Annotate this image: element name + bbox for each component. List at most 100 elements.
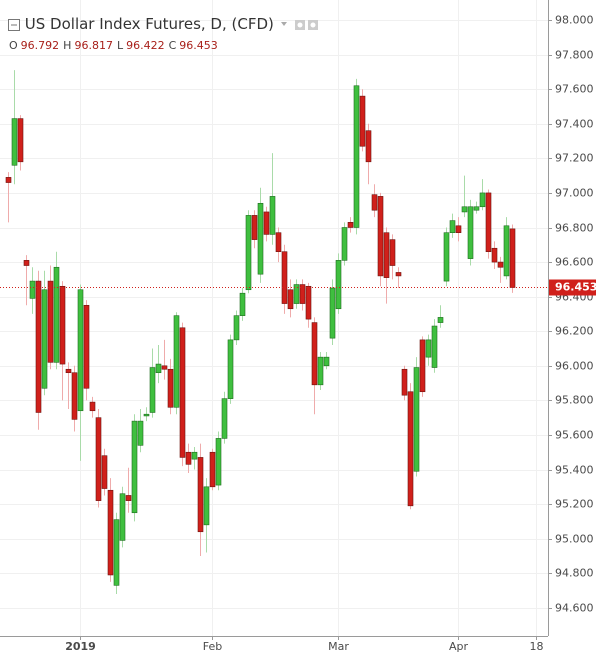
candle-body [197, 457, 204, 533]
candle-body [251, 215, 258, 240]
y-tick-label: 94.800 [555, 567, 594, 580]
candle-body [497, 261, 504, 268]
candle-body [29, 280, 36, 299]
candle-body [113, 519, 120, 586]
candle-body [209, 451, 216, 488]
candle-body [281, 251, 288, 304]
chart-title: US Dollar Index Futures, D, (CFD) [24, 15, 274, 33]
candle-body [413, 367, 420, 472]
candle-body [473, 206, 480, 211]
candle-body [41, 289, 48, 389]
y-tick-label: 97.800 [555, 49, 594, 62]
y-tick-label: 98.000 [555, 14, 594, 27]
candle-body [143, 413, 150, 417]
candle-body [161, 365, 168, 370]
candle-body [47, 280, 54, 363]
y-tick-label: 97.000 [555, 187, 594, 200]
ohlc-value: 96.817 [74, 39, 113, 52]
last-price-label: 96.453 [555, 281, 596, 294]
candle-body [59, 285, 66, 365]
candles [0, 70, 548, 594]
candle-body [491, 247, 498, 263]
candle-body [149, 367, 156, 413]
y-tick-label: 95.600 [555, 429, 594, 442]
candle-body [401, 368, 408, 396]
ohlc-value: 96.792 [20, 39, 60, 52]
candle-body [341, 227, 348, 261]
x-tick-label: Mar [328, 640, 349, 653]
ohlc-label: L [116, 39, 124, 52]
candle-body [17, 118, 24, 163]
candle-body [71, 372, 78, 420]
candle-body [101, 455, 108, 489]
candle-body [443, 232, 450, 282]
y-tick-label: 96.800 [555, 222, 594, 235]
candle-body [371, 194, 378, 211]
candle-body [389, 239, 396, 266]
candle-body [479, 192, 486, 208]
candle-body [233, 315, 240, 341]
candle-body [227, 339, 234, 399]
candle-body [119, 493, 126, 541]
candle-body [269, 196, 276, 235]
candle-body [461, 206, 468, 213]
ohlc-legend: O 96.792 H 96.817 L 96.422 C 96.453 [9, 39, 222, 52]
candle-body [77, 289, 84, 412]
toolbar-icons[interactable] [279, 19, 323, 31]
candle-body [221, 398, 228, 439]
candle-body [23, 260, 30, 266]
candle-body [359, 95, 366, 147]
candle-body [467, 206, 474, 259]
candle-body [257, 202, 264, 275]
candle-body [173, 315, 180, 408]
candle-body [455, 225, 462, 233]
candle-body [407, 391, 414, 507]
candle-body [299, 284, 306, 304]
candle-body [83, 304, 90, 389]
y-tick-label: 95.000 [555, 533, 594, 546]
x-tick-label: 18 [530, 640, 544, 653]
candle-body [347, 222, 354, 228]
candle-body [485, 192, 492, 253]
candle-body [131, 420, 138, 514]
candle-body [383, 232, 390, 278]
candle-body [95, 417, 102, 501]
candle-body [65, 368, 72, 374]
candle-body [365, 130, 372, 163]
candle-body [503, 225, 510, 277]
candle-body [311, 322, 318, 386]
y-tick-label: 95.800 [555, 394, 594, 407]
x-tick-label: 2019 [65, 640, 96, 653]
candle-body [323, 356, 330, 367]
ohlc-value: 96.422 [126, 39, 165, 52]
candle-body [125, 495, 132, 501]
candle-body [317, 356, 324, 386]
y-tick-label: 96.000 [555, 360, 594, 373]
candle-body [263, 211, 270, 235]
candle-body [107, 489, 114, 576]
y-tick-label: 97.400 [555, 118, 594, 131]
candle-body [431, 325, 438, 368]
axes: 94.600 94.800 95.000 95.200 95.400 95.600 95.8… [65, 14, 596, 653]
x-tick-label: Feb [203, 640, 222, 653]
candle-body [191, 451, 198, 460]
candle-body [449, 220, 456, 233]
ohlc-label: H [63, 39, 72, 52]
candle-body [509, 228, 516, 288]
x-tick-label: Apr [449, 640, 469, 653]
last-price-box [549, 279, 596, 296]
candle-body [437, 317, 444, 323]
ohlc-label: O [9, 39, 18, 52]
candle-body [377, 196, 384, 277]
candle-body [215, 438, 222, 486]
candle-body [239, 292, 246, 316]
candle-body [11, 118, 18, 166]
candle-body [425, 339, 432, 358]
candle-body [53, 266, 60, 363]
candle-body [305, 285, 312, 320]
y-tick-label: 95.400 [555, 464, 594, 477]
candle-body [245, 215, 252, 291]
collapse-icon[interactable] [8, 18, 20, 31]
